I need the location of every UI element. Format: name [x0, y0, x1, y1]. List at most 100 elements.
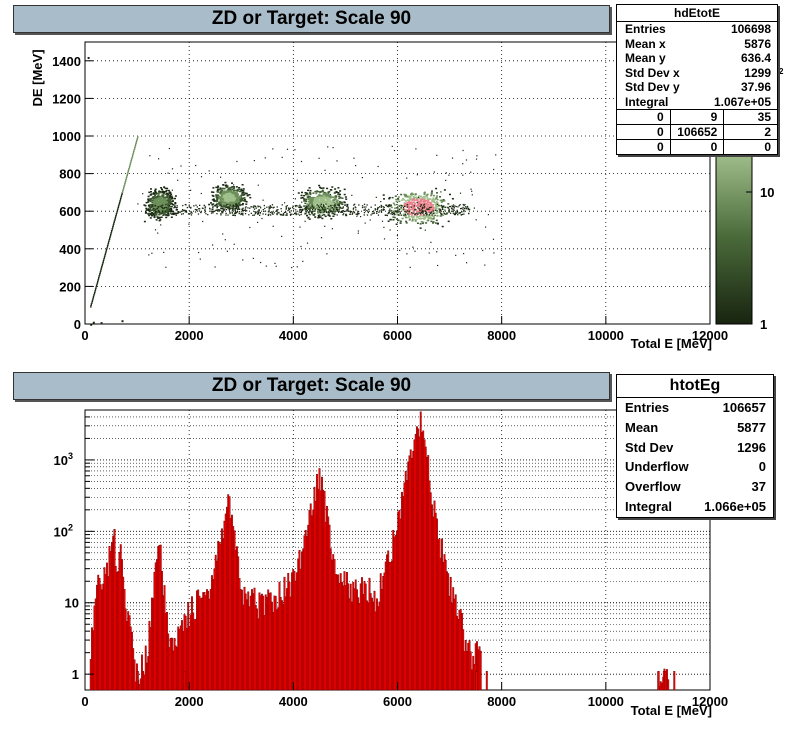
- histogram-bar: [123, 589, 126, 691]
- heatmap-cell: [288, 208, 290, 210]
- histogram-bar: [277, 607, 280, 691]
- x-tick-label: 6000: [383, 694, 412, 709]
- heatmap-cell: [449, 205, 451, 208]
- heatmap-cell: [328, 205, 330, 208]
- heatmap-cell: [398, 205, 401, 207]
- heatmap-cell: [282, 213, 285, 215]
- heatmap-cell: [418, 203, 421, 206]
- histogram-bar: [331, 559, 333, 691]
- histogram-bar: [118, 551, 121, 691]
- heatmap-cell: [258, 209, 260, 211]
- heatmap-cell: [413, 212, 416, 215]
- histogram-bar: [476, 641, 478, 691]
- histogram-bar: [334, 574, 337, 691]
- heatmap-cell: [318, 214, 320, 216]
- heatmap-cell: [254, 211, 256, 213]
- heatmap-cell: [147, 201, 150, 203]
- stats-row: Entries 106698: [625, 22, 771, 36]
- heatmap-cell: [329, 209, 331, 211]
- heatmap-cell: [158, 158, 160, 160]
- heatmap-cell: [163, 196, 166, 199]
- heatmap-cell: [346, 208, 348, 211]
- heatmap-cell: [383, 238, 386, 240]
- histogram-bar: [263, 615, 266, 691]
- heatmap-cell: [331, 207, 334, 210]
- histogram-bar: [661, 682, 663, 691]
- heatmap-cell: [319, 200, 322, 203]
- heatmap-cell: [304, 209, 307, 211]
- heatmap-cell: [115, 213, 117, 216]
- heatmap-cell: [434, 198, 436, 201]
- histogram-bar: [662, 671, 665, 691]
- histogram-bar: [294, 580, 297, 691]
- heatmap-cell: [268, 210, 270, 212]
- heatmap-cell: [410, 215, 413, 218]
- heatmap-cell: [324, 209, 326, 211]
- heatmap-cell: [389, 205, 392, 207]
- heatmap-cell: [178, 211, 180, 213]
- heatmap-cell: [173, 212, 176, 215]
- heatmap-cell: [370, 206, 372, 208]
- heatmap-cell: [338, 197, 341, 200]
- histogram-bar: [136, 663, 138, 691]
- heatmap-cell: [113, 220, 115, 224]
- heatmap-cell: [222, 199, 225, 202]
- heatmap-cell: [104, 254, 106, 257]
- heatmap-cell: [124, 183, 126, 186]
- heatmap-cell: [403, 193, 406, 196]
- heatmap-cell: [492, 238, 495, 240]
- heatmap-cell: [241, 198, 244, 201]
- heatmap-cell: [395, 200, 398, 203]
- histogram-bar: [666, 669, 668, 691]
- heatmap-cell: [191, 212, 193, 214]
- heatmap-cell: [388, 197, 391, 200]
- histogram-bar: [307, 524, 310, 691]
- heatmap-cell: [129, 162, 132, 165]
- heatmap-cell: [166, 208, 169, 211]
- heatmap-cell: [321, 199, 324, 202]
- heatmap-cell: [311, 212, 314, 215]
- heatmap-cell: [161, 212, 163, 214]
- heatmap-cell: [322, 214, 325, 216]
- heatmap-cell: [158, 206, 161, 208]
- heatmap-cell: [443, 189, 446, 191]
- heatmap-cell: [412, 246, 414, 248]
- heatmap-cell: [154, 229, 157, 231]
- heatmap-cell: [445, 179, 447, 181]
- histogram-bar: [291, 572, 293, 691]
- heatmap-cell: [297, 205, 299, 207]
- heatmap-cell: [289, 213, 292, 215]
- heatmap-cell: [422, 221, 425, 223]
- histogram-bar: [149, 627, 152, 691]
- heatmap-cell: [109, 235, 111, 239]
- heatmap-cell: [282, 214, 284, 216]
- heatmap-cell: [473, 207, 475, 209]
- heatmap-cell: [410, 212, 413, 214]
- histogram-bar: [284, 596, 287, 691]
- heatmap-cell: [154, 188, 157, 190]
- heatmap-cell: [388, 210, 390, 212]
- heatmap-cell: [242, 214, 244, 216]
- heatmap-cell: [320, 208, 322, 210]
- heatmap-cell: [293, 208, 295, 210]
- heatmap-cell: [433, 201, 436, 204]
- heatmap-cell: [326, 187, 329, 190]
- histogram-bar: [437, 539, 440, 691]
- heatmap-cell: [156, 212, 159, 214]
- heatmap-cell: [305, 207, 307, 209]
- heatmap-cell: [228, 206, 230, 209]
- heatmap-cell: [328, 190, 331, 193]
- histogram-bar: [212, 579, 215, 691]
- histogram-bar: [371, 597, 373, 691]
- heatmap-cell: [214, 210, 216, 212]
- heatmap-cell: [322, 193, 325, 196]
- heatmap-cell: [252, 214, 254, 216]
- histogram-bar: [98, 578, 101, 691]
- histogram-bar: [357, 597, 360, 691]
- heatmap-cell: [255, 207, 257, 209]
- histogram-bar: [448, 595, 451, 691]
- heatmap-cell: [136, 139, 138, 143]
- heatmap-cell: [242, 210, 244, 212]
- heatmap-cell: [333, 204, 336, 206]
- heatmap-cell: [127, 169, 129, 173]
